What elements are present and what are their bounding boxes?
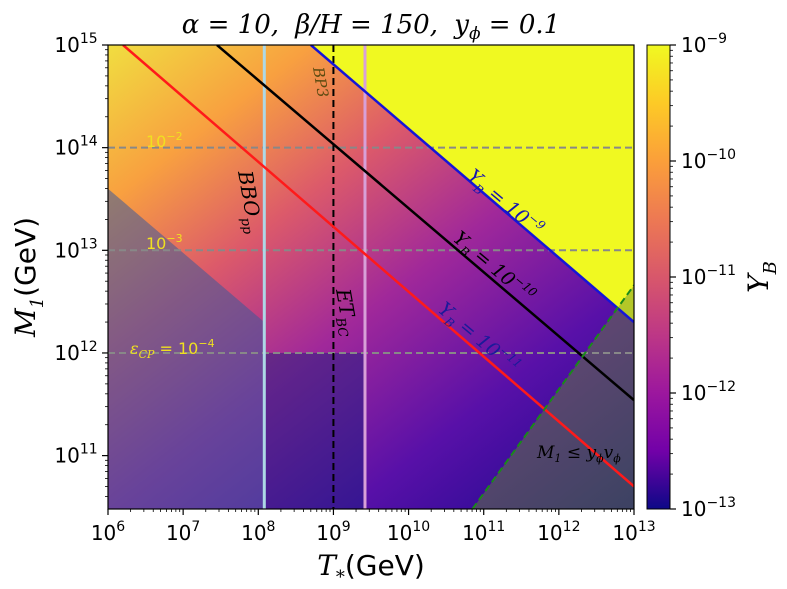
- colorbar: [646, 44, 671, 510]
- eps-label-1e-4: εCP = 10−4: [130, 337, 215, 361]
- colorbar-tick-label: 10−9: [681, 31, 727, 57]
- x-axis-ticks: 106 107 108 109 1010 1011 1012 1013: [91, 509, 656, 545]
- colorbar-tick-label: 10−12: [681, 379, 736, 405]
- yb-contours: [122, 45, 634, 488]
- bbo-shaded-region: [264, 352, 365, 509]
- contour-line-1: [216, 45, 634, 402]
- chart-title: α = 10, β/H = 150, yϕ = 0.1: [182, 10, 560, 44]
- x-tick-label: 108: [241, 519, 275, 545]
- bp3-label: BP3: [309, 65, 332, 99]
- x-tick-label: 1013: [612, 519, 655, 545]
- colorbar-ticks: 10−9 10−10 10−11 10−12 10−13: [670, 31, 736, 521]
- colorbar-tick-label: 10−10: [681, 147, 736, 173]
- x-tick-label: 107: [166, 519, 200, 545]
- contour-line-0: [310, 45, 634, 324]
- y-axis-ticks: 1011 1012 1013 1014 1015: [54, 31, 108, 497]
- colorbar-tick-label: 10−11: [681, 263, 736, 289]
- bound-line: [471, 284, 634, 509]
- y-tick-label: 1014: [54, 134, 97, 160]
- x-tick-label: 1011: [462, 519, 505, 545]
- colorbar-tick-label: 10−13: [681, 495, 736, 521]
- x-tick-label: 1010: [387, 519, 430, 545]
- left-excluded-region: [108, 188, 265, 509]
- et-label: ETBC: [327, 286, 363, 339]
- plot-frame: [107, 44, 635, 510]
- bound-label: M1 ≤ yϕvϕ: [536, 443, 621, 465]
- colorbar-label: YB: [742, 261, 781, 293]
- y-tick-label: 1011: [54, 442, 97, 468]
- detector-lines: [262, 45, 367, 509]
- x-tick-label: 106: [91, 519, 125, 545]
- y-tick-label: 1015: [54, 31, 97, 57]
- y-tick-label: 1013: [54, 236, 97, 262]
- y-axis-label: M1(GeV): [9, 217, 48, 338]
- x-tick-label: 1012: [537, 519, 580, 545]
- x-tick-label: 109: [316, 519, 350, 545]
- eps-label-1e-3: 10−3: [146, 232, 183, 253]
- eps-label-1e-2: 10−2: [146, 130, 183, 151]
- contour-line-2: [122, 45, 634, 488]
- plot-area: [108, 45, 634, 509]
- y-tick-label: 1012: [54, 339, 97, 365]
- x-axis-label: T*(GeV): [317, 549, 425, 588]
